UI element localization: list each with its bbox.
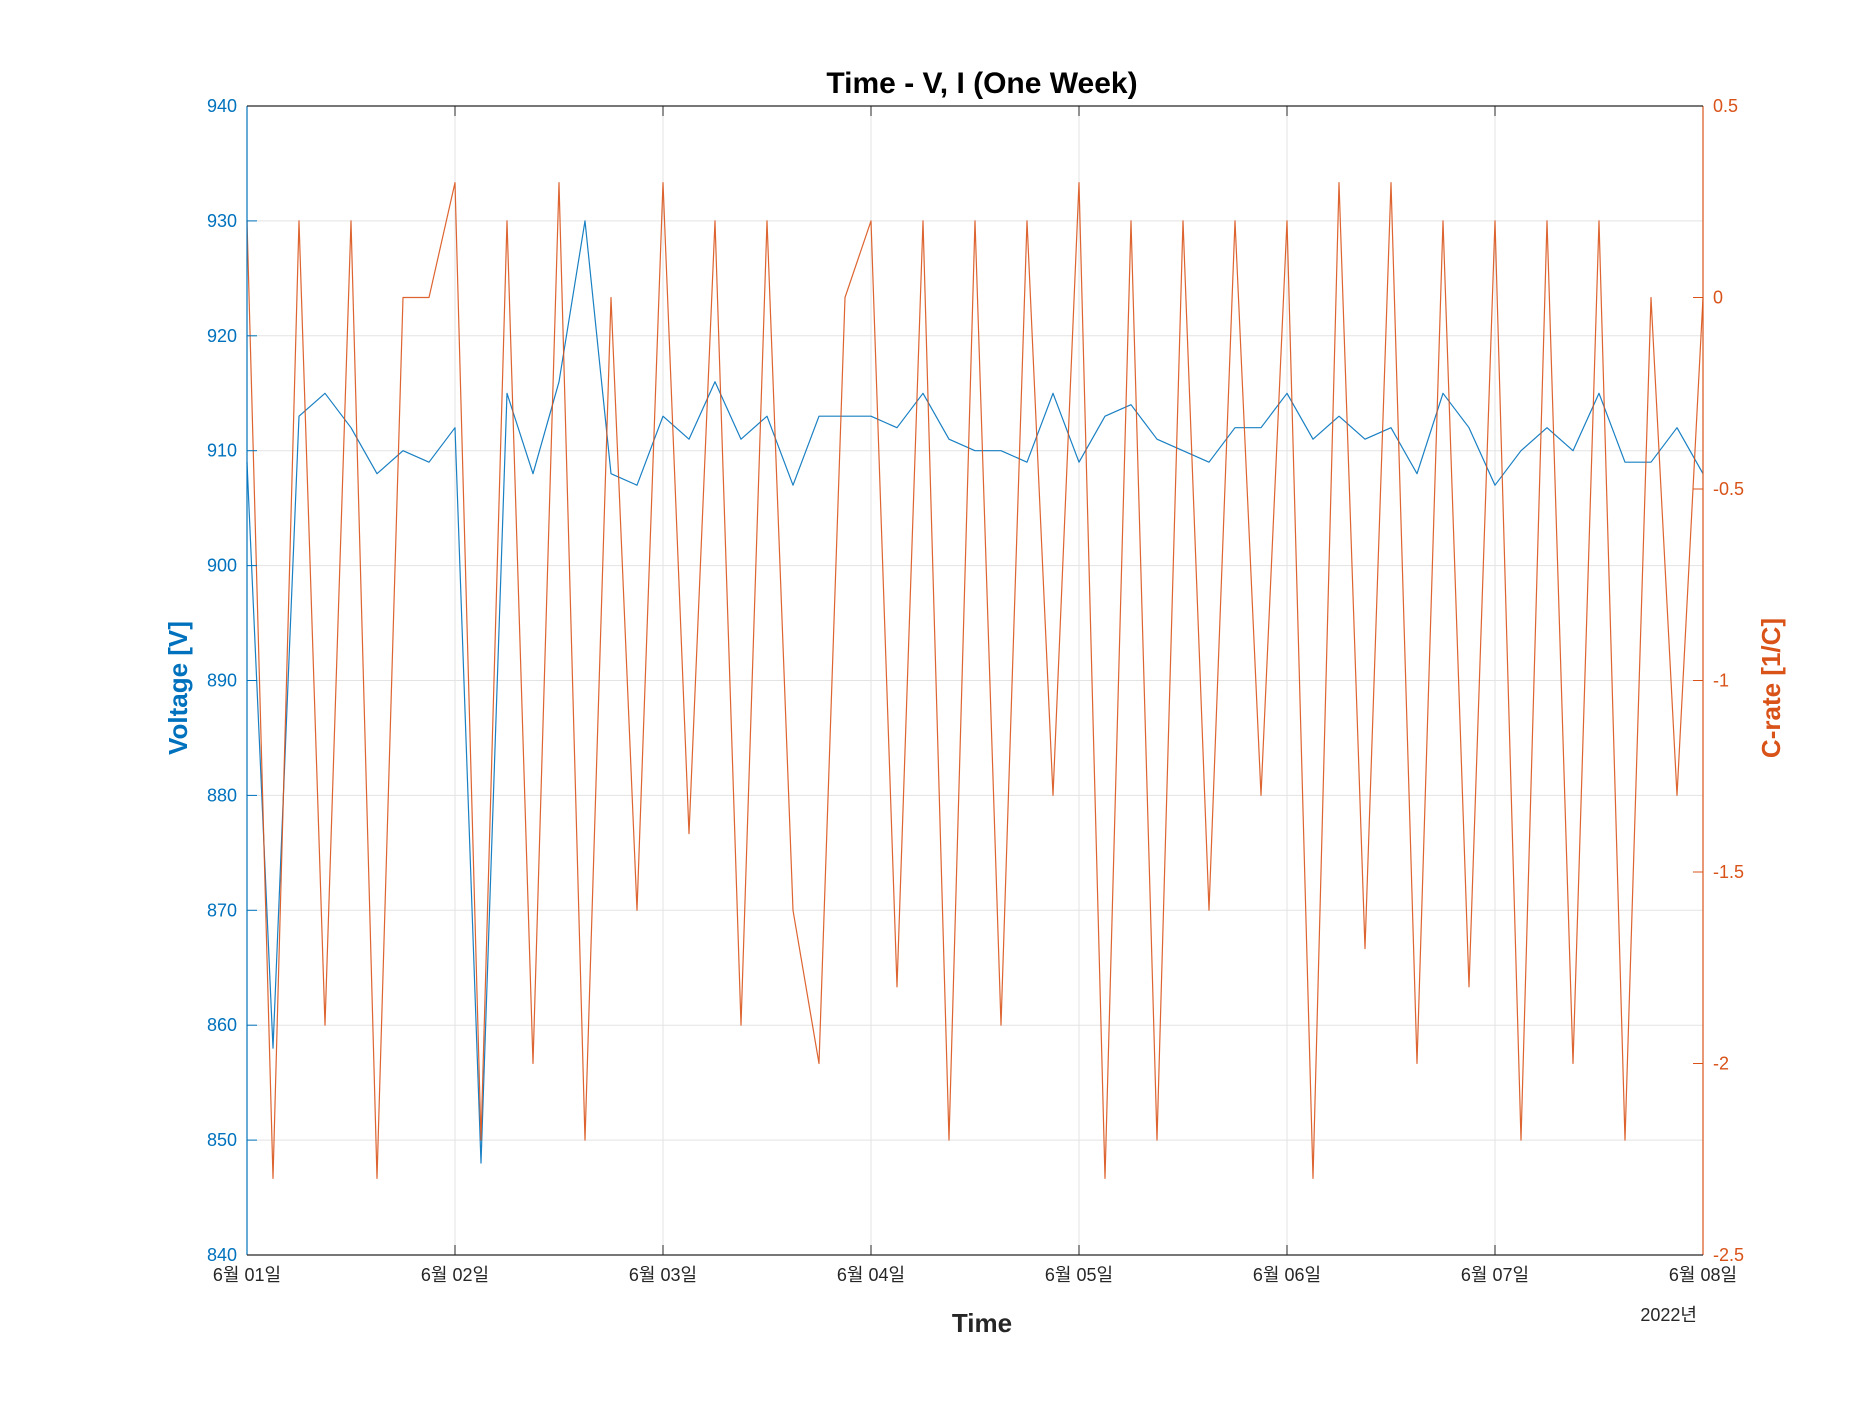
- x-tick-label: 6월 07일: [1461, 1265, 1529, 1285]
- left-tick-label: 870: [207, 900, 237, 920]
- left-axis-label: Voltage [V]: [163, 621, 193, 755]
- right-axis-label: C-rate [1/C]: [1756, 618, 1786, 758]
- series-layer: [246, 182, 1704, 1180]
- c-rate-series-line: [246, 182, 1704, 1180]
- right-tick-label: -1: [1713, 671, 1729, 691]
- left-tick-label: 840: [207, 1245, 237, 1265]
- right-tick-label: -0.5: [1713, 479, 1744, 499]
- x-tick-label: 6월 03일: [629, 1265, 697, 1285]
- left-tick-label: 930: [207, 211, 237, 231]
- right-tick-label: -2: [1713, 1054, 1729, 1074]
- left-tick-label: 880: [207, 785, 237, 805]
- left-tick-label: 860: [207, 1015, 237, 1035]
- left-tick-label: 910: [207, 441, 237, 461]
- left-tick-label: 890: [207, 671, 237, 691]
- left-tick-label: 920: [207, 326, 237, 346]
- tick-labels: 6월 01일 6월 02일 6월 03일 6월 04일 6월 05일 6월 06일 6월 0…: [207, 96, 1744, 1285]
- axes: [246, 105, 1704, 1256]
- x-tick-label: 6월 02일: [421, 1265, 489, 1285]
- right-tick-label: 0: [1713, 288, 1723, 308]
- x-tick-label: 6월 05일: [1045, 1265, 1113, 1285]
- right-tick-label: 0.5: [1713, 96, 1738, 116]
- voltage-series-line: [246, 220, 1704, 1164]
- right-tick-label: -2.5: [1713, 1245, 1744, 1265]
- right-tick-label: -1.5: [1713, 862, 1744, 882]
- chart-title: Time - V, I (One Week): [826, 67, 1137, 100]
- x-axis-year-label: 2022년: [1640, 1305, 1697, 1325]
- left-tick-label: 940: [207, 96, 237, 116]
- x-tick-label: 6월 08일: [1669, 1265, 1737, 1285]
- x-tick-label: 6월 06일: [1253, 1265, 1321, 1285]
- x-tick-label: 6월 01일: [213, 1265, 281, 1285]
- left-tick-label: 900: [207, 556, 237, 576]
- left-tick-label: 850: [207, 1130, 237, 1150]
- x-axis-label: Time: [952, 1308, 1012, 1338]
- x-tick-label: 6월 04일: [837, 1265, 905, 1285]
